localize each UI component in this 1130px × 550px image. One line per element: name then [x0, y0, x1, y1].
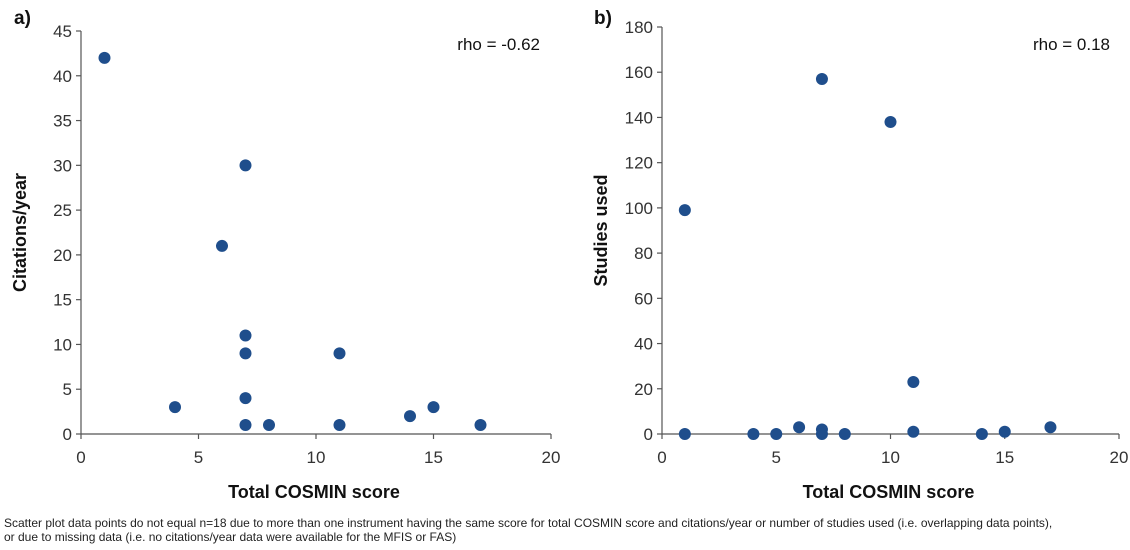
- y-tick-label: 0: [63, 425, 72, 444]
- y-tick-label: 45: [53, 22, 72, 41]
- y-tick-label: 20: [53, 246, 72, 265]
- data-point: [169, 401, 181, 414]
- x-tick-label: 15: [424, 448, 443, 467]
- data-point: [1044, 421, 1057, 434]
- scatter-panel-1: 0 5 10 15 20 25 30 35 40 45 0 5 10 15 20 Total COSMIN s…: [10, 8, 560, 502]
- data-point: [239, 329, 252, 342]
- x-tick-label: 20: [1110, 448, 1129, 467]
- data-point: [747, 428, 760, 440]
- x-tick-label: 10: [307, 448, 326, 467]
- data-point: [239, 419, 252, 432]
- x-tick-label: 15: [995, 448, 1014, 467]
- data-point: [239, 392, 252, 405]
- data-point: [838, 428, 851, 440]
- y-tick-label: 100: [625, 199, 653, 218]
- footnote-line-2: or due to missing data (i.e. no citation…: [4, 530, 457, 544]
- data-point: [815, 73, 828, 86]
- y-tick-label: 0: [644, 425, 653, 444]
- y-tick-label: 180: [625, 18, 653, 37]
- data-point: [333, 419, 346, 432]
- x-axis-title: Total COSMIN score: [228, 482, 400, 502]
- y-tick-label: 40: [634, 335, 653, 354]
- y-tick-label: 80: [634, 244, 653, 263]
- data-point: [239, 159, 252, 172]
- data-point: [239, 347, 252, 360]
- data-point: [333, 347, 346, 360]
- data-point: [770, 428, 783, 440]
- y-tick-label: 25: [53, 201, 72, 220]
- x-tick-label: 0: [657, 448, 666, 467]
- data-point: [907, 375, 920, 388]
- y-tick-label: 15: [53, 291, 72, 310]
- y-tick-label: 10: [53, 335, 72, 354]
- data-point: [975, 428, 988, 440]
- data-point: [793, 421, 806, 434]
- data-point: [98, 51, 111, 64]
- chart-figure: 0 5 10 15 20 25 30 35 40 45 0 5 10 15 20 Total COSMIN s…: [10, 8, 1128, 502]
- data-point: [907, 425, 920, 438]
- y-tick-label: 20: [634, 380, 653, 399]
- data-point: [474, 419, 487, 432]
- y-tick-label: 60: [634, 289, 653, 308]
- data-point: [884, 115, 897, 128]
- data-point: [404, 410, 416, 423]
- data-point: [678, 428, 691, 440]
- data-point: [263, 419, 275, 432]
- x-tick-label: 5: [194, 448, 203, 467]
- y-tick-label: 120: [625, 154, 653, 173]
- data-point: [998, 425, 1011, 438]
- x-tick-label: 10: [881, 448, 900, 467]
- panel-label: b): [594, 8, 612, 29]
- data-point: [427, 401, 440, 414]
- y-tick-label: 35: [53, 112, 72, 131]
- panel-label: a): [14, 8, 31, 29]
- footnote-line-1: Scatter plot data points do not equal n=…: [4, 516, 1053, 530]
- data-point: [678, 204, 691, 217]
- footnote: Scatter plot data points do not equal n=…: [4, 516, 1128, 544]
- y-tick-label: 30: [53, 156, 72, 175]
- data-point: [216, 239, 228, 252]
- y-tick-label: 5: [63, 380, 72, 399]
- x-tick-label: 0: [76, 448, 85, 467]
- y-tick-label: 160: [625, 63, 653, 82]
- rho-annotation: rho = 0.18: [1033, 35, 1110, 54]
- y-axis-title: Studies used: [591, 174, 611, 286]
- y-tick-label: 140: [625, 108, 653, 127]
- x-tick-label: 5: [772, 448, 781, 467]
- y-tick-label: 40: [53, 67, 72, 86]
- rho-annotation: rho = -0.62: [457, 35, 540, 54]
- scatter-panel-2: 0 20 40 60 80 100 120 140 160 180 0 5 10 15 20 Total CO…: [591, 8, 1128, 502]
- y-axis-title: Citations/year: [10, 173, 30, 292]
- x-axis-title: Total COSMIN score: [803, 482, 975, 502]
- data-point: [815, 428, 828, 440]
- x-tick-label: 20: [542, 448, 561, 467]
